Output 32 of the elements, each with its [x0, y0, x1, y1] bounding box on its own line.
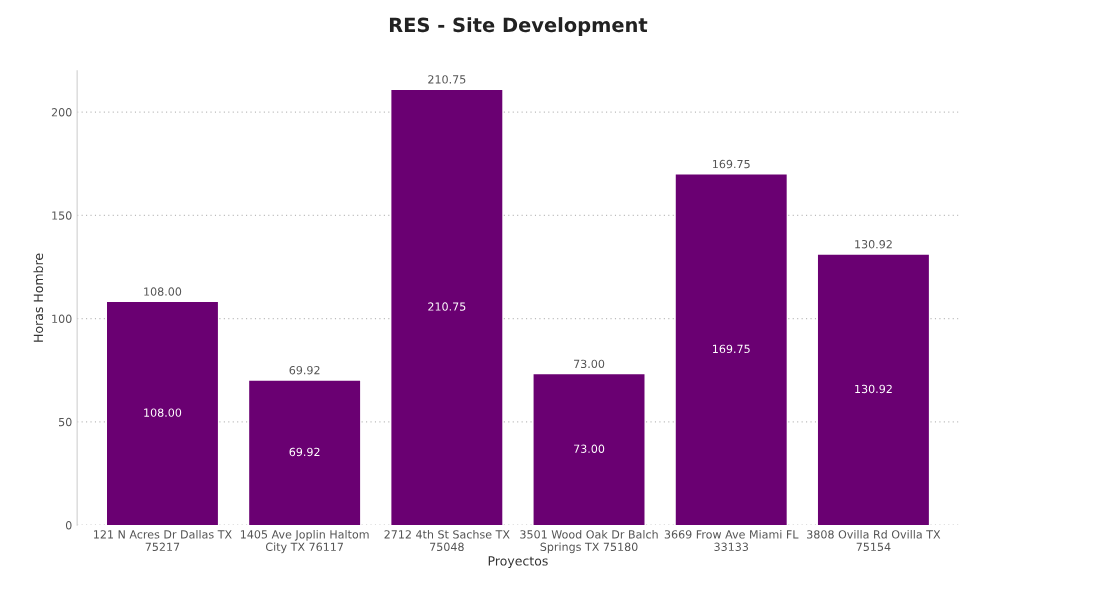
y-tick-label: 50 [59, 417, 72, 427]
x-tick-label: 1405 Ave Joplin Haltom City TX 76117 [240, 529, 369, 554]
text: 108.00 [144, 408, 182, 417]
data-label: 108.00 [144, 287, 182, 296]
bar [107, 302, 218, 526]
y-axis-title: Horas Hombre [33, 253, 44, 342]
bar [249, 380, 361, 526]
text: 210.75 [428, 302, 466, 311]
bar [533, 374, 645, 526]
y-tick-label: 200 [51, 108, 72, 117]
text: 130.92 [855, 384, 892, 394]
bar [817, 254, 929, 526]
text: 73.00 [574, 444, 605, 453]
data-label: 73.00 [574, 359, 605, 369]
data-label: 130.92 [855, 240, 892, 249]
x-tick-label: 121 N Acres Dr Dallas TX 75217 [94, 529, 232, 551]
data-label: 210.75 [428, 75, 466, 84]
y-tick-label: 100 [52, 314, 72, 323]
bar [391, 89, 503, 526]
x-axis-title: Proyectos [488, 556, 548, 569]
chart-title: RES - Site Development [389, 17, 648, 36]
y-tick-label: 150 [52, 211, 72, 220]
bar [675, 174, 787, 526]
y-tick-label: 0 [65, 521, 72, 530]
text: 169.75 [713, 344, 750, 354]
x-tick-label: 2712 4th St Sachse TX 75048 [384, 529, 510, 551]
x-tick-label: 3669 Frow Ave Miami FL 33133 [664, 529, 799, 551]
data-label: 69.92 [289, 365, 320, 375]
text: 69.92 [289, 447, 320, 457]
x-tick-label: 3501 Wood Oak Dr Balch Springs TX 75180 [520, 529, 658, 554]
data-label: 169.75 [713, 159, 750, 169]
x-tick-label: 3808 Ovilla Rd Ovilla TX 75154 [807, 529, 941, 551]
